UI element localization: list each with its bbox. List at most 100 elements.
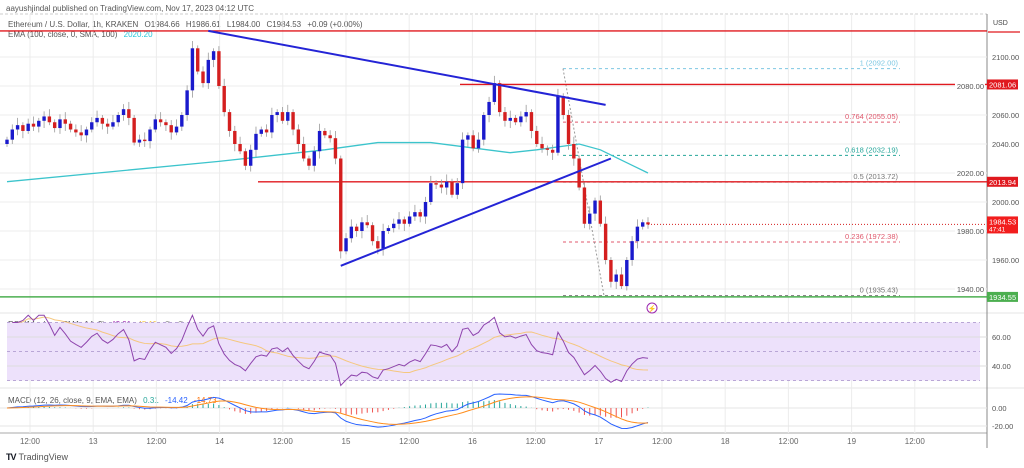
price-badge-label: 2013.94	[989, 178, 1016, 187]
signal-line	[6, 396, 649, 425]
candle-up	[84, 129, 89, 136]
price-tick-label: 1960.00	[992, 256, 1019, 265]
lightning-icon	[646, 302, 658, 314]
candle-up	[588, 213, 592, 224]
candle-down	[143, 139, 147, 142]
rsi-tick-label: 60.00	[992, 333, 1011, 342]
fib-level-label: 0.764 (2055.05)	[845, 112, 898, 121]
candle-down	[529, 112, 534, 131]
candle-up	[137, 139, 142, 143]
macd-value: -14.42	[164, 396, 188, 405]
price-tick-label: 1980.00	[957, 227, 984, 236]
candle-down	[572, 144, 576, 159]
candle-down	[201, 71, 205, 84]
candle-up	[519, 116, 523, 123]
candle-down	[619, 274, 624, 287]
price-tick-label-backing	[955, 81, 985, 91]
tradingview-logo[interactable]: TV TradingView	[6, 452, 68, 462]
candle-up	[455, 183, 459, 195]
candle-down	[550, 149, 555, 153]
candle-down	[370, 225, 375, 242]
candle-down	[609, 260, 613, 282]
candle-down	[264, 129, 269, 133]
candle-down	[540, 144, 544, 149]
rsi-line	[12, 313, 649, 387]
candle-down	[132, 117, 136, 143]
candle-down	[439, 184, 444, 188]
candle-down	[217, 51, 221, 86]
candle-up	[26, 123, 30, 131]
candle-up	[349, 226, 354, 239]
candle-down	[68, 123, 73, 130]
candle-up	[185, 90, 189, 115]
candle-down	[323, 130, 327, 136]
candle-up	[614, 274, 618, 282]
ema-label: EMA (100, close, 0, SMA, 100)	[8, 30, 118, 39]
candle-down	[339, 158, 343, 252]
high-value: H1986.61	[185, 20, 221, 29]
candle-down	[471, 135, 475, 149]
candle-up	[482, 115, 486, 140]
candle-down	[535, 130, 539, 144]
trend-line	[340, 157, 612, 267]
macd-signal-value: -14.73	[193, 396, 217, 405]
candle-down	[434, 183, 438, 185]
rsi-tick-label: 40.00	[992, 362, 1011, 371]
candle-down	[646, 222, 650, 225]
symbol-title[interactable]: Ethereum / U.S. Dollar, 1h, KRAKEN	[8, 20, 139, 29]
candle-down	[79, 132, 83, 136]
price-tick-label: 2060.00	[992, 111, 1019, 120]
candle-up	[148, 129, 152, 142]
candle-up	[625, 260, 629, 287]
candle-up	[397, 219, 401, 224]
candle-down	[280, 112, 285, 121]
candle-up	[487, 101, 491, 115]
candle-down	[105, 123, 110, 127]
candle-up	[413, 212, 417, 217]
candle-up	[344, 238, 348, 252]
publisher-info: aayushjindal published on TradingView.co…	[6, 4, 255, 13]
candle-down	[196, 48, 200, 72]
price-tick-label-backing	[955, 168, 985, 178]
fib-level-label: 1 (2092.00)	[860, 59, 899, 68]
price-badge	[987, 291, 1018, 302]
candle-down	[47, 116, 52, 123]
fib-level-label: 0 (1935.43)	[860, 286, 899, 295]
price-tick-label: 2080.00	[957, 82, 984, 91]
candle-down	[158, 119, 163, 123]
candle-down	[582, 187, 587, 224]
fib-level-label: 0.236 (1972.38)	[845, 232, 898, 241]
candle-down	[497, 83, 502, 113]
time-tick-label: 14	[215, 437, 224, 446]
price-tick-label: 2020.00	[957, 169, 984, 178]
price-tick-label: 2000.00	[992, 198, 1019, 207]
candle-up	[90, 122, 94, 130]
candle-up	[630, 241, 634, 260]
ema-100-line	[6, 141, 649, 183]
candle-down	[227, 112, 232, 131]
time-tick-label: 12:00	[526, 437, 547, 446]
symbol-legend: Ethereum / U.S. Dollar, 1h, KRAKEN O1984…	[8, 20, 367, 29]
price-badge	[987, 176, 1018, 187]
time-tick-label: 12:00	[20, 437, 41, 446]
candle-down	[222, 86, 226, 113]
time-tick-label: 12:00	[905, 437, 926, 446]
candle-up	[381, 231, 385, 249]
candle-down	[31, 123, 36, 127]
open-value: O1984.66	[144, 20, 180, 29]
candle-up	[174, 126, 179, 133]
candle-up	[153, 119, 158, 130]
macd-legend[interactable]: MACD (12, 26, close, 9, EMA, EMA) 0.31 -…	[8, 396, 221, 405]
lightning-icon-glyph: ⚡	[648, 304, 657, 313]
candle-down	[503, 112, 507, 121]
time-tick-label: 13	[89, 437, 98, 446]
candle-up	[248, 149, 253, 166]
macd-hist-value: 0.31	[143, 396, 159, 405]
last-price-label: 1984.53	[989, 217, 1016, 226]
currency-label: USD	[993, 20, 1008, 27]
time-tick-label: 12:00	[778, 437, 799, 446]
candle-down	[74, 129, 78, 133]
candle-up	[593, 200, 597, 214]
ema-legend[interactable]: EMA (100, close, 0, SMA, 100) 2020.20	[8, 30, 157, 39]
